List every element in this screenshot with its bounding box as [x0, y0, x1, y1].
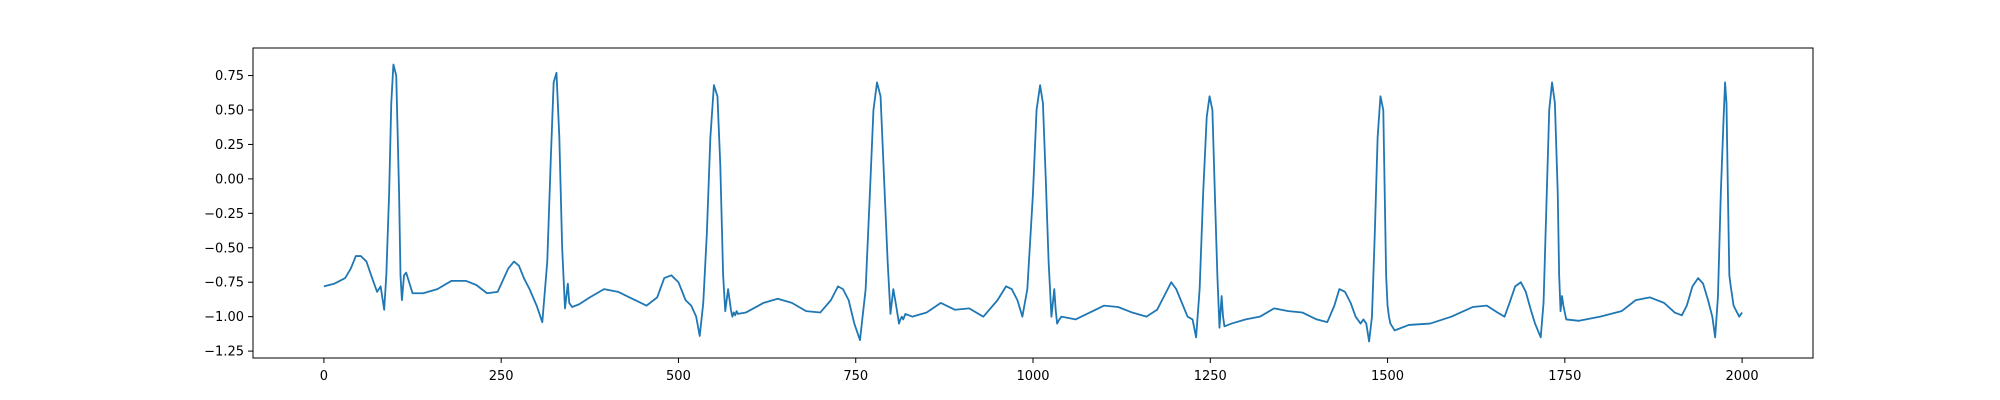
x-tick-label: 1750 [1548, 369, 1581, 384]
x-tick-label: 0 [320, 369, 328, 384]
x-tick-label: 1250 [1194, 369, 1227, 384]
y-tick-label: −0.75 [204, 276, 244, 291]
y-tick-label: −1.00 [204, 310, 244, 325]
y-tick-label: 0.25 [215, 138, 244, 153]
x-tick-label: 2000 [1726, 369, 1759, 384]
y-axis-ticks: 0.75 0.50 0.25 0.00 −0.25 −0.50 −0.75 −1.00 −1.2… [204, 69, 253, 360]
x-axis-ticks: 0 250 500 750 1000 1250 1500 1750 2000 [320, 358, 1759, 384]
y-tick-label: 0.00 [215, 172, 244, 187]
axes-frame [252, 47, 1814, 359]
series-line [323, 63, 1743, 343]
x-tick-label: 750 [843, 369, 868, 384]
y-tick-label: 0.75 [215, 69, 244, 84]
y-tick-label: 0.50 [215, 104, 244, 119]
y-tick-label: −0.25 [204, 207, 244, 222]
x-tick-label: 250 [489, 369, 514, 384]
y-tick-label: −1.25 [204, 345, 244, 360]
y-tick-label: −0.50 [204, 241, 244, 256]
plot-area [323, 63, 1743, 343]
x-tick-label: 500 [666, 369, 691, 384]
x-tick-label: 1000 [1016, 369, 1049, 384]
x-tick-label: 1500 [1371, 369, 1404, 384]
